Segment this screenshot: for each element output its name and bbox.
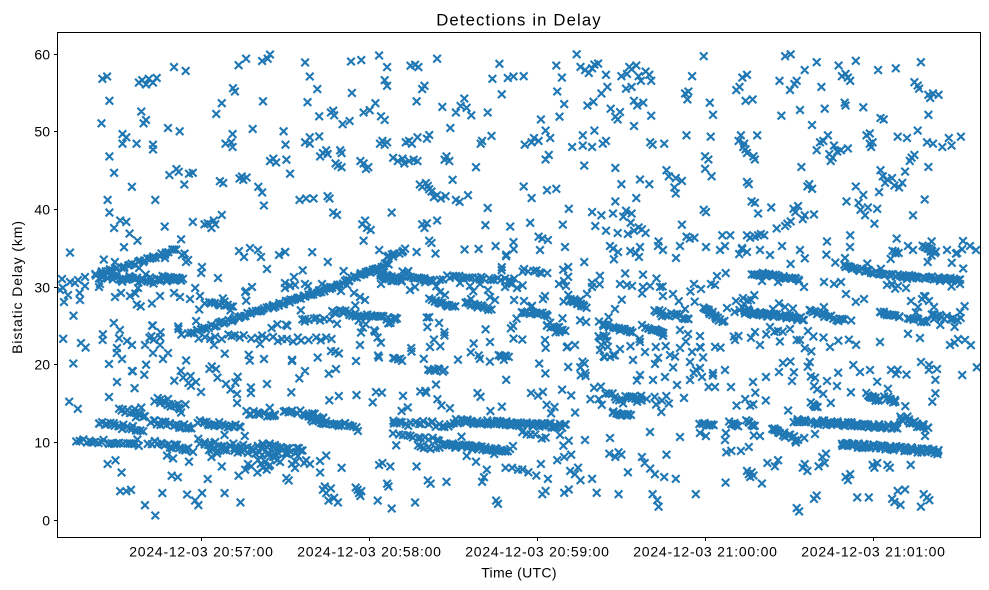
svg-text:50: 50 <box>34 124 50 140</box>
svg-text:30: 30 <box>34 280 50 296</box>
svg-text:2024-12-03 21:01:00: 2024-12-03 21:01:00 <box>801 544 945 560</box>
svg-text:Time (UTC): Time (UTC) <box>481 565 557 581</box>
svg-text:2024-12-03 20:58:00: 2024-12-03 20:58:00 <box>297 544 441 560</box>
svg-text:Bistatic Delay (km): Bistatic Delay (km) <box>9 220 25 354</box>
svg-text:40: 40 <box>34 202 50 218</box>
svg-text:60: 60 <box>34 47 50 63</box>
svg-text:2024-12-03 20:59:00: 2024-12-03 20:59:00 <box>465 544 609 560</box>
svg-text:2024-12-03 20:57:00: 2024-12-03 20:57:00 <box>129 544 273 560</box>
svg-text:2024-12-03 21:00:00: 2024-12-03 21:00:00 <box>633 544 777 560</box>
svg-text:Detections in Delay: Detections in Delay <box>436 10 602 29</box>
svg-text:20: 20 <box>34 357 50 373</box>
svg-text:0: 0 <box>42 513 50 529</box>
svg-text:10: 10 <box>34 435 50 451</box>
